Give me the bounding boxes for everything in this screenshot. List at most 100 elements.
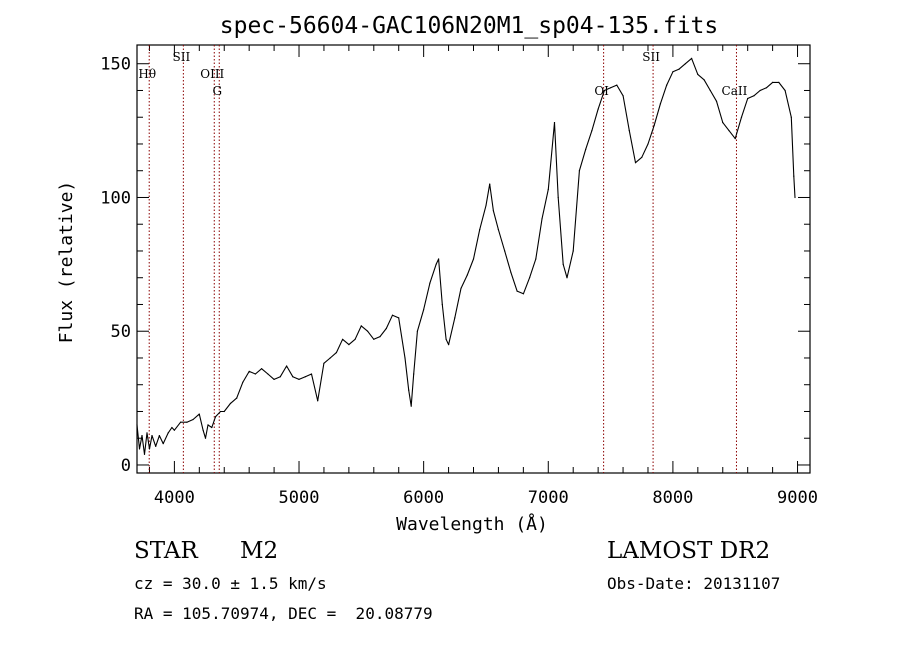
data-point <box>572 250 574 252</box>
data-point <box>379 336 381 338</box>
data-point <box>659 103 662 105</box>
data-point <box>628 130 630 132</box>
data-point <box>666 84 668 86</box>
data-point <box>734 138 736 140</box>
x-tick-label: 8000 <box>652 488 693 508</box>
marker-label: OIII <box>200 67 224 81</box>
data-point <box>373 338 375 340</box>
data-point <box>616 84 618 86</box>
data-point <box>691 57 693 60</box>
data-point <box>578 170 581 172</box>
y-tick-label: 50 <box>111 322 131 342</box>
data-point <box>709 89 711 92</box>
data-point <box>335 352 337 354</box>
marker-label: SII <box>642 50 660 64</box>
data-point <box>413 373 415 375</box>
subclass-label: M2 <box>240 538 279 564</box>
data-point <box>784 89 786 92</box>
data-point <box>697 73 699 75</box>
data-point <box>603 89 606 92</box>
data-point <box>778 81 780 83</box>
y-tick-label: 150 <box>100 55 131 75</box>
data-point <box>585 148 587 150</box>
data-point <box>541 218 543 220</box>
axes: 4000 5000 6000 7000 8000 9000 0 50 100 150 <box>100 44 818 508</box>
y-tick-label: 100 <box>100 188 131 208</box>
data-point <box>622 95 624 97</box>
data-point <box>790 116 792 118</box>
data-point <box>410 405 412 407</box>
data-point <box>385 327 387 330</box>
data-point <box>404 357 406 359</box>
data-point <box>653 124 655 126</box>
data-point <box>759 89 761 92</box>
data-point <box>678 68 680 70</box>
data-point <box>547 188 549 190</box>
series-group <box>136 57 796 455</box>
obs-date-text: Obs-Date: 20131107 <box>607 574 781 593</box>
data-point <box>610 87 612 89</box>
data-point <box>765 87 768 89</box>
data-point <box>753 95 755 97</box>
data-point <box>398 317 400 319</box>
data-point <box>348 344 350 346</box>
class-label: STAR <box>134 538 198 564</box>
data-point <box>522 293 525 295</box>
data-point <box>151 435 153 437</box>
marker-label: CaII <box>722 84 748 98</box>
data-point <box>167 432 169 434</box>
data-point <box>566 277 568 279</box>
data-point <box>158 435 160 437</box>
chart-title: spec-56604-GAC106N20M1_sp04-135.fits <box>220 13 719 39</box>
data-point <box>423 309 425 311</box>
data-point <box>794 196 796 199</box>
data-point <box>286 365 288 367</box>
data-point <box>180 421 182 423</box>
data-point <box>202 429 204 431</box>
data-point <box>198 413 200 415</box>
data-point <box>254 373 256 375</box>
data-point <box>466 274 468 276</box>
data-point <box>354 338 356 340</box>
marker-label: SII <box>173 50 191 64</box>
data-point <box>504 250 506 252</box>
data-point <box>715 100 718 102</box>
data-point <box>173 429 175 431</box>
data-point <box>740 116 743 118</box>
x-tick-label: 4000 <box>154 488 195 508</box>
data-point <box>141 435 143 437</box>
data-point <box>248 370 250 372</box>
data-point <box>747 97 749 100</box>
data-point <box>460 287 462 289</box>
data-point <box>138 448 141 450</box>
data-point <box>273 378 275 380</box>
data-point <box>703 79 705 81</box>
data-point <box>242 381 244 383</box>
data-point <box>214 416 217 418</box>
data-point <box>391 314 394 316</box>
data-point <box>416 330 418 332</box>
data-point <box>223 410 225 413</box>
data-point <box>597 108 599 110</box>
data-point <box>793 175 795 177</box>
data-point <box>492 210 494 212</box>
data-point <box>236 397 238 399</box>
data-point <box>557 196 559 199</box>
data-point <box>219 410 222 413</box>
y-tick-label: 0 <box>121 456 131 476</box>
x-axis-label: Wavelength (Å) <box>396 513 548 535</box>
data-point <box>136 424 138 426</box>
data-point <box>472 258 475 260</box>
y-axis-label: Flux (relative) <box>56 181 77 344</box>
data-point <box>292 376 294 378</box>
data-point <box>329 357 331 359</box>
data-point <box>192 418 194 421</box>
data-point <box>641 156 643 158</box>
data-point <box>155 445 157 447</box>
data-point <box>497 229 499 231</box>
data-point <box>186 421 188 423</box>
data-point <box>323 362 325 364</box>
radec-text: RA = 105.70974, DEC = 20.08779 <box>134 604 433 623</box>
data-point <box>342 338 344 340</box>
